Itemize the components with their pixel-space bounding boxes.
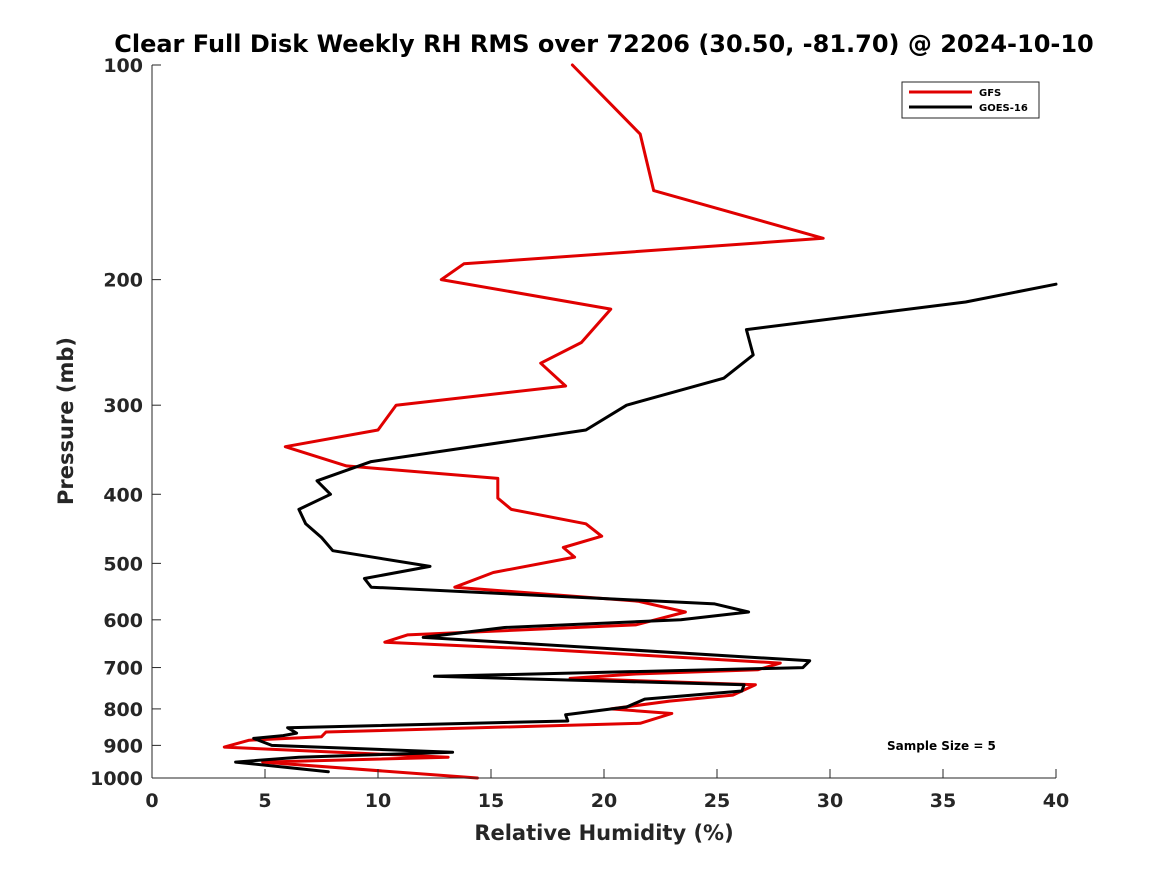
y-axis-label: Pressure (mb) (54, 337, 78, 505)
series-line-gfs (222, 63, 825, 780)
chart-title: Clear Full Disk Weekly RH RMS over 72206… (114, 30, 1094, 58)
x-tick-label: 30 (817, 790, 843, 812)
legend-label-goes16: GOES-16 (979, 103, 1028, 114)
y-tick-label: 600 (103, 610, 143, 632)
series-line-goes16 (234, 282, 1058, 774)
series-layer (222, 63, 1058, 780)
legend-box (901, 81, 1040, 119)
y-tick-label: 900 (103, 735, 143, 757)
y-tick-label: 1000 (90, 768, 143, 790)
legend: GFS GOES-16 (901, 81, 1040, 119)
x-tick-label: 15 (478, 790, 504, 812)
y-tick-label: 700 (103, 658, 143, 680)
x-tick-label: 25 (704, 790, 730, 812)
x-tick-label: 35 (930, 790, 956, 812)
y-tick-label: 200 (103, 270, 143, 292)
y-tick-label: 500 (103, 553, 143, 575)
x-tick-label: 10 (365, 790, 391, 812)
x-tick-label: 20 (591, 790, 617, 812)
y-tick-label: 800 (103, 699, 143, 721)
x-ticks: 0 5 10 15 20 25 30 35 40 (145, 769, 1069, 812)
y-tick-label: 400 (103, 484, 143, 506)
x-axis-label: Relative Humidity (%) (474, 821, 733, 845)
y-tick-label: 300 (103, 395, 143, 417)
legend-label-gfs: GFS (979, 88, 1001, 99)
x-tick-label: 5 (258, 790, 271, 812)
y-tick-label: 100 (103, 55, 143, 77)
x-tick-label: 0 (145, 790, 158, 812)
x-tick-label: 40 (1043, 790, 1069, 812)
plot-area: 0 5 10 15 20 25 30 35 40 100 200 300 400 500 600 700 80… (90, 55, 1069, 812)
sample-size-annotation: Sample Size = 5 (887, 739, 996, 753)
y-ticks: 100 200 300 400 500 600 700 800 900 1000 (90, 55, 161, 790)
